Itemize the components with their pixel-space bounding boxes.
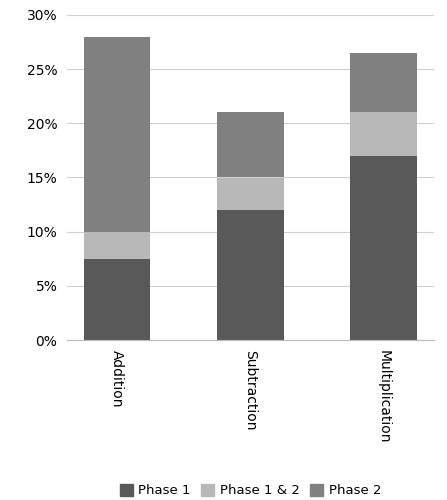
Bar bbox=[217, 178, 284, 210]
Bar bbox=[217, 210, 284, 340]
Bar bbox=[84, 36, 150, 232]
Bar bbox=[350, 112, 417, 156]
Bar bbox=[350, 53, 417, 112]
Legend: Phase 1, Phase 1 & 2, Phase 2: Phase 1, Phase 1 & 2, Phase 2 bbox=[114, 478, 386, 500]
Bar bbox=[84, 232, 150, 258]
Bar bbox=[84, 258, 150, 340]
Bar bbox=[217, 112, 284, 178]
Bar bbox=[350, 156, 417, 340]
